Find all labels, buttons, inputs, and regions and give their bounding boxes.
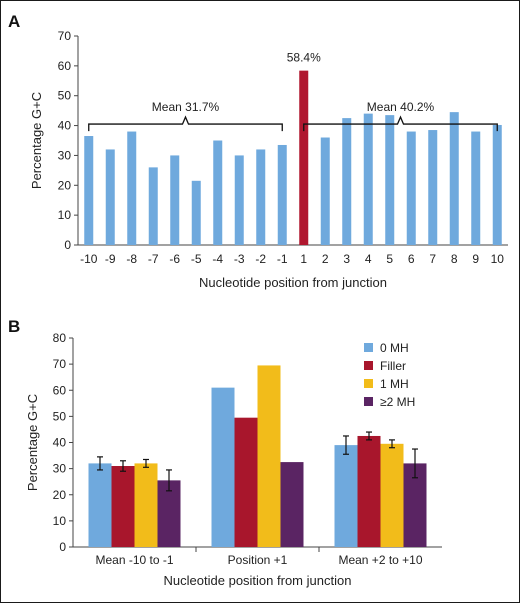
x-tick-label: 3 [343,252,350,266]
bar-position-4 [363,113,373,245]
bar-position--4 [213,140,223,245]
y-tick-label: 10 [53,514,67,528]
x-tick-label: -10 [80,252,98,266]
y-tick-label: 20 [58,178,72,192]
y-tick-label: 40 [58,119,72,133]
bar-1 MH-1 [134,463,158,547]
y-tick-label: 80 [53,331,67,345]
bar-≥2 MH-3 [403,463,427,547]
right-mean-label: Mean 40.2% [367,100,435,114]
legend-swatch-1 [364,343,373,352]
y-axis-title: Percentage G+C [29,92,44,189]
x-tick-label: 2 [322,252,329,266]
left-mean-label: Mean 31.7% [152,100,220,114]
x-tick-label: 7 [429,252,436,266]
bar-0 MH-1 [88,463,112,547]
x-tick-label: -3 [234,252,245,266]
y-tick-label: 60 [53,383,67,397]
bar-position-10 [492,124,502,245]
x-tick-label: 4 [365,252,372,266]
bar-position-7 [428,130,438,245]
bar-≥2 MH-2 [280,462,304,547]
bar-position--8 [127,131,137,245]
y-tick-label: 70 [58,29,72,43]
x-tick-label: -8 [126,252,137,266]
panel-letter-b: B [8,317,20,336]
bar-0 MH-3 [334,445,358,547]
y-tick-label: 20 [53,488,67,502]
x-tick-label: 5 [386,252,393,266]
bar-position--3 [234,155,244,245]
y-tick-label: 0 [59,540,66,554]
y-tick-label: 30 [53,462,67,476]
legend-swatch-2 [364,361,373,370]
y-tick-label: 40 [53,436,67,450]
y-tick-label: 50 [53,409,67,423]
bar-position-8 [449,112,459,245]
bar-position--10 [84,136,94,245]
bar-position--6 [170,155,180,245]
bar-Filler-2 [234,417,258,547]
x-tick-label: -7 [148,252,159,266]
x-axis-title: Nucleotide position from junction [164,573,352,588]
x-tick-label: -6 [169,252,180,266]
bar-position-1 [299,70,309,246]
x-tick-label: -2 [255,252,266,266]
x-tick-label: 8 [451,252,458,266]
y-tick-label: 50 [58,89,72,103]
bar-Filler-3 [357,435,381,547]
legend-swatch-4 [364,397,373,406]
bar-1 MH-2 [257,365,281,547]
bar-position--9 [105,149,115,245]
x-axis-title: Nucleotide position from junction [199,275,387,290]
x-tick-label: Position +1 [228,553,288,567]
x-tick-label: Mean -10 to -1 [95,553,173,567]
x-tick-label: 6 [408,252,415,266]
x-tick-label: -9 [105,252,116,266]
panel-a-chart: 0 10 20 30 40 50 60 70 -10 -9 -8 -7 -6 -5 -4 -3 -2 -1 1 2 3 4… [29,29,508,290]
y-tick-label: 10 [58,208,72,222]
bar-position--1 [277,144,287,245]
legend-label-1: 0 MH [380,341,409,355]
legend-swatch-3 [364,379,373,388]
x-tick-label: -4 [212,252,223,266]
bar-position--5 [191,180,201,245]
bar-≥2 MH-1 [157,480,181,547]
x-tick-label: 1 [300,252,307,266]
legend-label-2: Filler [380,359,406,373]
bar-position-6 [406,131,416,245]
y-axis-title: Percentage G+C [25,394,40,491]
legend-label-3: 1 MH [380,377,409,391]
y-tick-label: 70 [53,357,67,371]
x-tick-label: -5 [191,252,202,266]
y-tick-label: 30 [58,148,72,162]
bar-position-5 [385,115,395,245]
x-tick-label: 9 [472,252,479,266]
x-tick-label: 10 [491,252,505,266]
bar-position--7 [148,167,158,245]
y-tick-label: 0 [64,238,71,252]
bar-1 MH-3 [380,443,404,547]
right-mean-brace [303,115,498,132]
panel-b-chart: 0 10 20 30 40 50 60 70 80 Mean -10 to -1 Position … [25,331,442,588]
x-tick-label: Mean +2 to +10 [338,553,422,567]
bar-position-2 [320,137,330,245]
peak-value-label: 58.4% [287,51,321,65]
bar-Filler-1 [111,466,135,547]
panel-letter-a: A [8,12,20,31]
bar-0 MH-2 [211,387,235,547]
bar-position-3 [342,118,352,245]
left-mean-brace [88,115,283,132]
x-tick-label: -1 [277,252,288,266]
y-tick-label: 60 [58,59,72,73]
legend-label-4: ≥2 MH [380,395,415,409]
bar-position-9 [471,131,481,245]
bar-position--2 [256,149,266,245]
